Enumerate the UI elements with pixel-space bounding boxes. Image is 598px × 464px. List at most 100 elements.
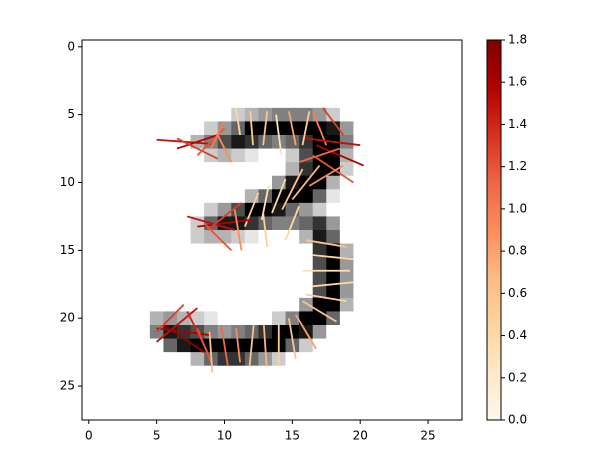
image-cell [434,392,449,407]
image-cell [231,392,246,407]
image-cell [149,162,164,177]
axes-frame [81,39,463,421]
image-cell [326,352,341,367]
image-cell [231,175,246,190]
quiver-line [233,209,243,251]
image-cell [299,352,314,367]
image-cell [122,202,137,217]
image-cell [312,175,327,190]
image-cell [299,270,314,285]
image-cell [204,230,219,244]
image-cell [177,121,191,136]
image-cell [434,53,449,68]
image-cell [136,94,151,109]
image-cell [394,162,409,177]
image-cell [285,40,300,54]
image-cell [109,406,124,421]
image-cell [434,270,449,285]
image-cell [122,365,137,380]
image-cell [421,392,436,407]
quiver-line [271,178,287,214]
image-cell [407,243,422,258]
image-cell [434,284,449,299]
image-cell [231,189,246,204]
image-cell [190,80,205,95]
image-cell [109,216,124,231]
image-cell [312,338,327,353]
image-cell [217,392,232,407]
image-cell [448,202,463,217]
quiver-line [302,300,337,323]
image-cell [353,202,368,217]
image-cell [421,202,436,217]
image-cell [380,338,395,353]
image-cell [82,311,96,326]
image-cell [312,94,327,109]
image-cell [217,175,232,190]
image-cell [258,311,273,326]
image-cell [136,270,151,285]
image-cell [312,40,327,54]
image-cell [217,230,232,244]
colorbar-tick-label: 1.4 [508,117,527,131]
image-cell [258,270,273,285]
image-cell [312,379,327,394]
image-cell [190,311,205,326]
image-cell [136,67,151,82]
image-cell [407,270,422,285]
image-cell [448,230,463,244]
image-cell [380,270,395,285]
y-tick-label: 5 [67,107,75,121]
image-cell [448,216,463,231]
image-cell [258,148,273,163]
quiver-line [220,324,229,366]
image-cell [95,148,110,163]
image-cell [299,40,314,54]
image-cell [163,338,178,353]
image-cell [190,379,205,394]
image-cell [109,67,124,82]
image-cell [177,230,191,244]
image-cell [407,325,422,339]
image-cell [217,257,232,272]
image-cell [380,379,395,394]
image-cell [177,40,191,54]
image-cell [149,202,164,217]
image-cell [448,107,463,122]
image-cell [231,135,246,149]
image-cell [394,202,409,217]
image-cell [163,352,178,367]
image-cell [82,338,96,353]
image-cell [394,243,409,258]
x-tick-label: 0 [85,429,93,443]
image-cell [312,189,327,204]
image-cell [95,325,110,339]
colorbar-tick-label: 0.8 [508,244,527,258]
quiver-line [249,111,254,146]
image-cell [190,257,205,272]
image-cell [163,297,178,312]
image-cell [367,40,381,54]
image-cell [326,284,341,299]
image-cell [82,53,96,68]
image-cell [394,338,409,353]
colorbar-tick-label: 1.8 [508,33,527,47]
quiver-line [206,202,243,231]
image-cell [190,270,205,285]
image-cell [109,40,124,54]
image-cell [95,392,110,407]
image-cell [312,216,327,231]
image-cell [434,94,449,109]
image-cell [312,352,327,367]
image-cell [434,325,449,339]
image-cell [448,80,463,95]
quiver [156,107,364,373]
image-cell [394,406,409,421]
image-cell [394,365,409,380]
image-cell [339,352,354,367]
image [82,40,463,421]
quiver-line [176,134,218,150]
image-cell [448,311,463,326]
image-cell [407,121,422,136]
image-cell [448,352,463,367]
